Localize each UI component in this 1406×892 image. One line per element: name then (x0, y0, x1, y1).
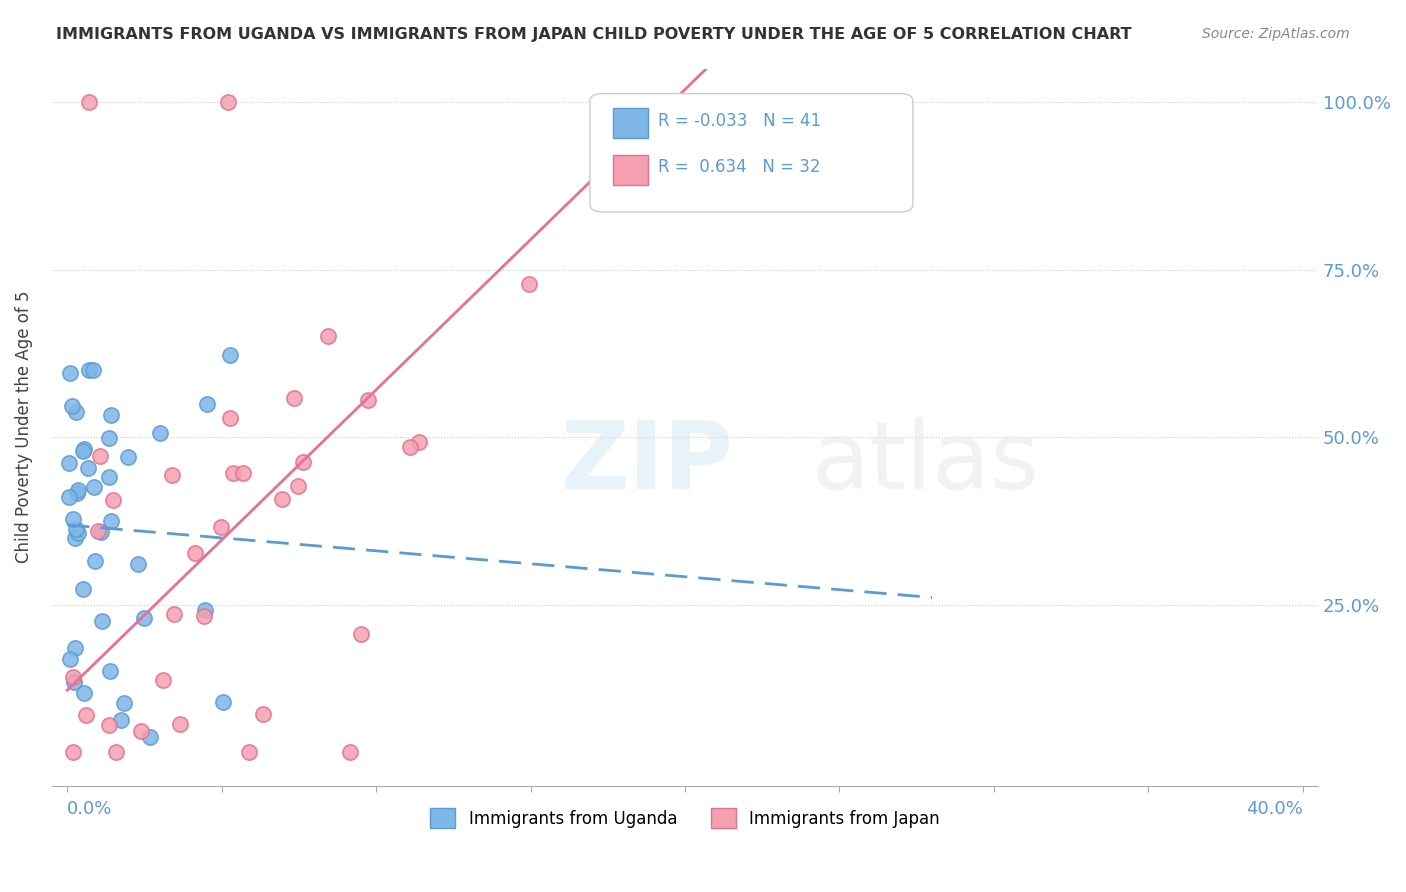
Text: atlas: atlas (811, 417, 1040, 509)
Point (97, 470, 120, 484)
Point (73, 442, 96, 456)
Point (183, 546, 205, 560)
Legend: Immigrants from Uganda, Immigrants from Japan: Immigrants from Uganda, Immigrants from … (423, 801, 946, 835)
Point (218, 348, 240, 362)
Point (63, 674, 86, 689)
Point (105, 745, 128, 759)
Point (72, 582, 94, 596)
Point (283, 391, 305, 405)
Point (287, 479, 309, 493)
Point (77, 95, 100, 109)
Text: IMMIGRANTS FROM UGANDA VS IMMIGRANTS FROM JAPAN CHILD POVERTY UNDER THE AGE OF 5: IMMIGRANTS FROM UGANDA VS IMMIGRANTS FRO… (56, 27, 1132, 42)
Point (65, 485, 87, 500)
Point (77, 363, 100, 377)
Point (194, 603, 217, 617)
Point (117, 450, 139, 465)
Point (127, 558, 149, 572)
Point (90, 525, 112, 540)
Point (58, 456, 80, 470)
Point (101, 493, 124, 508)
Text: ZIP: ZIP (561, 417, 734, 509)
Bar (613, 155, 648, 186)
Point (62, 745, 84, 759)
Point (408, 435, 430, 450)
Point (132, 611, 155, 625)
Point (72, 444, 94, 458)
Text: R = -0.033   N = 41: R = -0.033 N = 41 (658, 112, 821, 130)
Point (66, 483, 89, 498)
Point (162, 607, 184, 621)
Point (63, 532, 86, 546)
Point (357, 393, 380, 408)
Point (77, 460, 100, 475)
Point (193, 609, 215, 624)
Point (65, 405, 87, 419)
Y-axis label: Child Poverty Under the Age of 5: Child Poverty Under the Age of 5 (15, 291, 32, 564)
Point (139, 731, 162, 745)
Point (149, 425, 172, 440)
Point (271, 492, 294, 507)
Point (349, 627, 371, 641)
Point (62, 511, 84, 525)
Point (517, 277, 540, 292)
Point (129, 723, 152, 738)
Point (98, 431, 121, 445)
Point (110, 713, 132, 727)
FancyBboxPatch shape (591, 94, 912, 212)
Point (67, 525, 90, 540)
Text: R =  0.634   N = 32: R = 0.634 N = 32 (658, 158, 821, 176)
Point (318, 329, 340, 343)
Text: Source: ZipAtlas.com: Source: ZipAtlas.com (1202, 27, 1350, 41)
Point (100, 514, 122, 528)
Bar (613, 108, 648, 138)
Point (232, 466, 254, 480)
Point (73, 686, 96, 700)
Point (98, 664, 121, 678)
Text: 0.0%: 0.0% (67, 800, 112, 818)
Point (90, 615, 112, 629)
Point (63, 641, 86, 656)
Point (209, 520, 232, 534)
Point (60, 399, 83, 413)
Point (217, 95, 239, 109)
Point (195, 397, 218, 411)
Point (98, 718, 121, 732)
Point (399, 440, 422, 454)
Point (82, 362, 104, 376)
Point (62, 670, 84, 684)
Point (112, 696, 135, 710)
Point (292, 455, 315, 469)
Point (84, 554, 107, 568)
Point (222, 466, 245, 480)
Point (89, 449, 111, 463)
Point (160, 468, 183, 483)
Point (100, 408, 122, 422)
Point (252, 706, 274, 721)
Point (59, 652, 82, 666)
Point (75, 708, 97, 723)
Point (65, 522, 87, 536)
Point (59, 367, 82, 381)
Point (212, 696, 235, 710)
Text: 40.0%: 40.0% (1246, 800, 1303, 818)
Point (83, 480, 105, 494)
Point (86, 524, 108, 538)
Point (58, 490, 80, 504)
Point (238, 745, 260, 759)
Point (152, 673, 174, 687)
Point (339, 745, 361, 759)
Point (218, 411, 240, 425)
Point (169, 717, 191, 731)
